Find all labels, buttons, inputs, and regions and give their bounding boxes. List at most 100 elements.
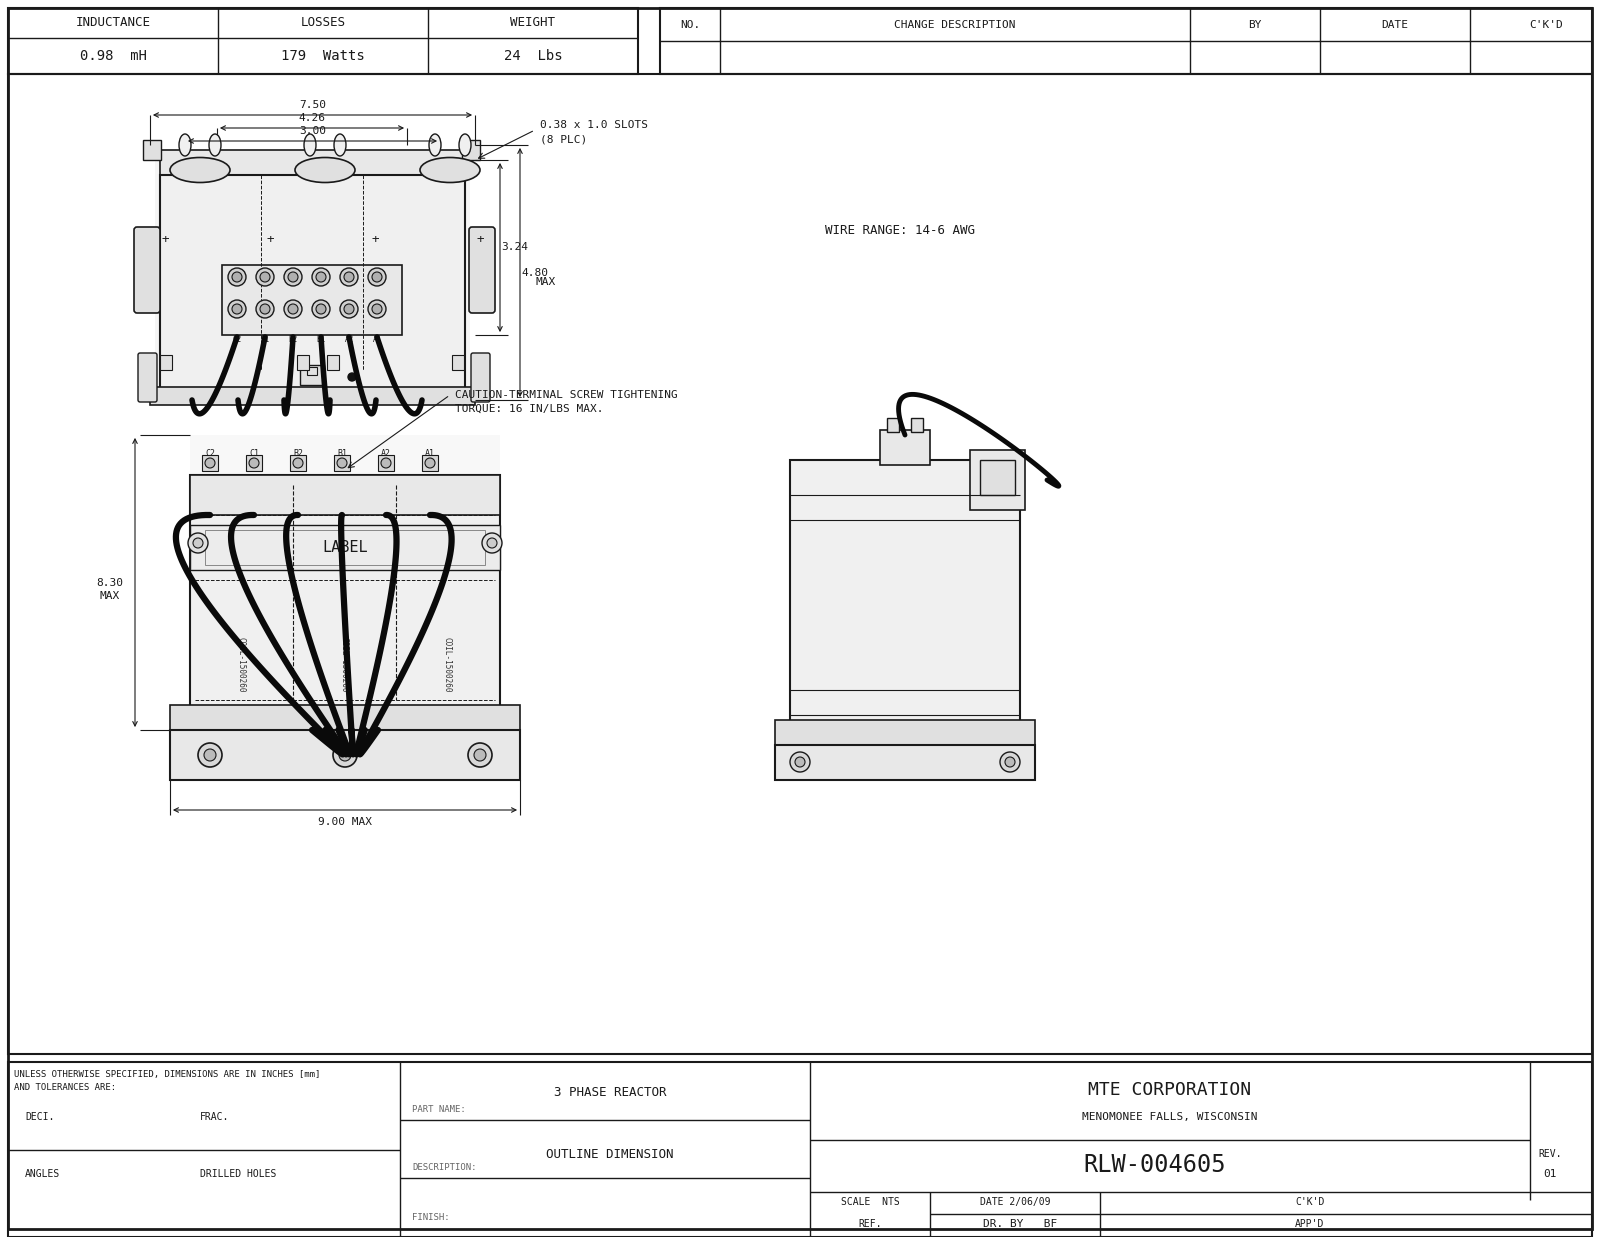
Circle shape xyxy=(256,268,274,286)
Circle shape xyxy=(317,272,326,282)
Ellipse shape xyxy=(179,134,190,156)
Circle shape xyxy=(790,752,810,772)
Text: 7.50: 7.50 xyxy=(299,100,326,110)
Bar xyxy=(298,355,309,370)
Circle shape xyxy=(198,743,222,767)
Bar xyxy=(160,150,466,181)
Text: +: + xyxy=(477,234,483,246)
Text: MAX: MAX xyxy=(534,277,555,287)
Text: LOSSES: LOSSES xyxy=(301,16,346,30)
Bar xyxy=(190,435,499,781)
Ellipse shape xyxy=(304,134,317,156)
Text: COIL-1500260: COIL-1500260 xyxy=(237,637,245,693)
Circle shape xyxy=(349,374,355,381)
Bar xyxy=(307,367,317,375)
Circle shape xyxy=(293,458,302,468)
Text: DATE 2/06/09: DATE 2/06/09 xyxy=(979,1197,1050,1207)
Circle shape xyxy=(259,304,270,314)
Text: CAUTION-TERMINAL SCREW TIGHTENING: CAUTION-TERMINAL SCREW TIGHTENING xyxy=(454,390,678,400)
Circle shape xyxy=(285,301,302,318)
Text: +: + xyxy=(162,234,168,246)
Text: WEIGHT: WEIGHT xyxy=(510,16,555,30)
Text: 4.26: 4.26 xyxy=(299,113,325,122)
Circle shape xyxy=(795,757,805,767)
Bar xyxy=(190,475,499,745)
FancyBboxPatch shape xyxy=(134,228,160,313)
Text: DESCRIPTION:: DESCRIPTION: xyxy=(413,1164,477,1173)
Bar xyxy=(160,355,173,370)
Text: REF.: REF. xyxy=(858,1218,882,1230)
Bar xyxy=(142,140,162,160)
Text: 3 PHASE REACTOR: 3 PHASE REACTOR xyxy=(554,1086,666,1098)
Text: MTE CORPORATION: MTE CORPORATION xyxy=(1088,1081,1251,1098)
Text: OUTLINE DIMENSION: OUTLINE DIMENSION xyxy=(546,1148,674,1160)
Text: REV.: REV. xyxy=(1538,1149,1562,1159)
Bar xyxy=(886,418,899,432)
Bar xyxy=(661,7,1592,74)
Circle shape xyxy=(333,743,357,767)
Bar xyxy=(8,1063,1592,1237)
Circle shape xyxy=(482,533,502,553)
Text: C'K'D: C'K'D xyxy=(1296,1197,1325,1207)
Circle shape xyxy=(288,304,298,314)
Text: MENOMONEE FALLS, WISCONSIN: MENOMONEE FALLS, WISCONSIN xyxy=(1082,1112,1258,1122)
Text: +: + xyxy=(371,234,379,246)
Circle shape xyxy=(1005,757,1014,767)
Text: 179  Watts: 179 Watts xyxy=(282,49,365,63)
Text: C1: C1 xyxy=(250,449,259,458)
Text: PART NAME:: PART NAME: xyxy=(413,1106,466,1115)
Text: ANGLES: ANGLES xyxy=(26,1169,61,1179)
Bar xyxy=(774,745,1035,781)
Circle shape xyxy=(339,268,358,286)
Text: (8 PLC): (8 PLC) xyxy=(541,134,587,143)
Ellipse shape xyxy=(210,134,221,156)
Circle shape xyxy=(312,268,330,286)
Circle shape xyxy=(339,748,350,761)
Bar xyxy=(453,355,464,370)
Text: MAX: MAX xyxy=(99,591,120,601)
Text: COIL-1500260: COIL-1500260 xyxy=(443,637,451,693)
Circle shape xyxy=(232,304,242,314)
Bar xyxy=(979,460,1014,495)
FancyBboxPatch shape xyxy=(469,228,494,313)
Text: C1: C1 xyxy=(261,335,270,344)
Text: AND TOLERANCES ARE:: AND TOLERANCES ARE: xyxy=(14,1084,117,1092)
Circle shape xyxy=(229,301,246,318)
Bar xyxy=(155,150,470,395)
FancyBboxPatch shape xyxy=(138,353,157,402)
Bar xyxy=(378,455,394,471)
Circle shape xyxy=(205,748,216,761)
Circle shape xyxy=(426,458,435,468)
Circle shape xyxy=(371,304,382,314)
Circle shape xyxy=(256,301,274,318)
Text: LABEL: LABEL xyxy=(322,539,368,554)
Text: C2: C2 xyxy=(205,449,214,458)
Text: 0.98  mH: 0.98 mH xyxy=(80,49,147,63)
Bar xyxy=(880,430,930,465)
Circle shape xyxy=(371,272,382,282)
Bar xyxy=(422,455,438,471)
Circle shape xyxy=(250,458,259,468)
Circle shape xyxy=(312,301,330,318)
Bar xyxy=(160,174,466,395)
Bar xyxy=(150,387,475,404)
Circle shape xyxy=(368,301,386,318)
Text: 0.38 x 1.0 SLOTS: 0.38 x 1.0 SLOTS xyxy=(541,120,648,130)
Bar xyxy=(774,720,1035,745)
Text: +: + xyxy=(266,234,274,246)
Text: DR. BY   BF: DR. BY BF xyxy=(982,1218,1058,1230)
Circle shape xyxy=(232,272,242,282)
Ellipse shape xyxy=(334,134,346,156)
Text: 3.00: 3.00 xyxy=(299,126,326,136)
Bar xyxy=(170,705,520,730)
Circle shape xyxy=(189,533,208,553)
Text: 9.00 MAX: 9.00 MAX xyxy=(318,816,371,828)
Circle shape xyxy=(259,272,270,282)
Text: UNLESS OTHERWISE SPECIFIED, DIMENSIONS ARE IN INCHES [mm]: UNLESS OTHERWISE SPECIFIED, DIMENSIONS A… xyxy=(14,1070,320,1079)
Circle shape xyxy=(381,458,390,468)
Circle shape xyxy=(1000,752,1021,772)
Bar xyxy=(910,418,923,432)
Text: DATE: DATE xyxy=(1381,20,1408,30)
Text: INDUCTANCE: INDUCTANCE xyxy=(75,16,150,30)
Bar xyxy=(205,529,485,565)
